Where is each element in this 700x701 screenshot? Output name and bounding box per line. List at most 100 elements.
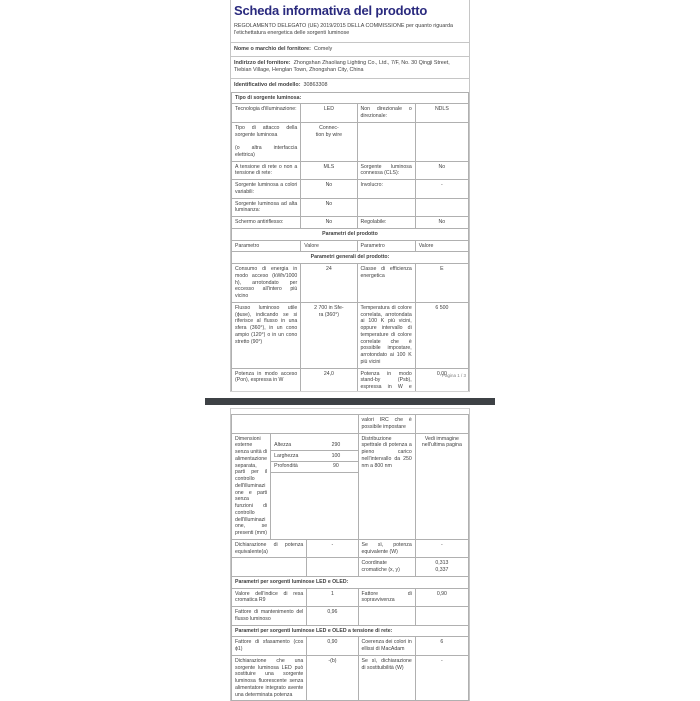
dimension-value: 290: [314, 440, 357, 450]
dimension-row: Profondità 90: [271, 461, 357, 472]
regulation-text: REGOLAMENTO DELEGATO (UE) 2019/2015 DELL…: [231, 19, 469, 42]
param-label: Fattore di sopravvivenza: [358, 588, 415, 607]
page-1: Scheda informativa del prodotto REGOLAME…: [230, 0, 470, 392]
param-label: Tipo di attacco della sorgente luminosa …: [232, 122, 301, 161]
param-value: [415, 122, 468, 161]
empty-cell: [232, 415, 359, 434]
page-separator: [205, 398, 495, 405]
param-label: Tecnologia d'illuminazione:: [232, 104, 301, 123]
param-label: Flusso luminoso utile (ϕuse), indicando …: [232, 302, 301, 368]
param-label: Involucro:: [357, 180, 415, 199]
supplier-name-value: Comely: [314, 46, 332, 52]
supplier-address-label: Indirizzo del fornitore:: [234, 60, 291, 66]
param-label: [357, 122, 415, 161]
param-value: No: [415, 161, 468, 180]
param-value: MLS: [301, 161, 357, 180]
param-value: 24: [301, 264, 357, 303]
dimensions-label: Dimensioni esterne senza unità di alimen…: [232, 433, 271, 539]
page-2: valori IRC che è possibile impostare Dim…: [230, 408, 470, 701]
param-label: Dichiarazione che una sorgente luminosa …: [232, 655, 307, 701]
param-label: Coerenza dei colori in ellissi di MacAda…: [358, 637, 415, 656]
dimension-row: Larghezza 100: [271, 451, 357, 462]
table-row: Coordinate cromatiche (x, y) 0,313 0,337: [232, 558, 469, 577]
param-value: [415, 607, 468, 626]
params-section-header: Parametri del prodotto: [232, 228, 469, 240]
table-row: Tipo di attacco della sorgente luminosa …: [232, 122, 469, 161]
param-value: -: [415, 539, 468, 558]
dimension-name: Larghezza: [271, 451, 314, 462]
dimensions-subtable-cell: Altezza 290 Larghezza 100 Profondità 90: [271, 433, 358, 539]
dimension-name: Altezza: [271, 440, 314, 450]
param-label: Classe di efficienza energetica: [357, 264, 415, 303]
param-label: Consumo di energia in modo acceso (kWh/1…: [232, 264, 301, 303]
table-row: Valore dell'indice di resa cromatica R9 …: [232, 588, 469, 607]
model-id-value: 30863308: [304, 82, 328, 88]
dimensions-row: Dimensioni esterne senza unità di alimen…: [232, 433, 469, 539]
param-label: Valore dell'indice di resa cromatica R9: [232, 588, 307, 607]
param-value: 0,313 0,337: [415, 558, 468, 577]
dimensions-subtable: Altezza 290 Larghezza 100 Profondità 90: [271, 440, 357, 472]
param-value: Vedi immagine nell'ultima pagina: [415, 433, 468, 539]
param-value: 0,00: [415, 368, 468, 392]
model-id-field: Identificativo del modello:30863308: [231, 78, 469, 92]
led-oled-section-header: Parametri per sorgenti luminose LED e OL…: [232, 576, 469, 588]
params-section-header-row: Parametri del prodotto: [232, 228, 469, 240]
general-section-header-row: Parametri generali del prodotto:: [232, 252, 469, 264]
param-value: 6: [415, 637, 468, 656]
param-label: Potenza in modo stand-by (Psb), espressa…: [357, 368, 415, 392]
supplier-name-field: Nome o marchio del fornitore:Comely: [231, 42, 469, 56]
param-value: -: [415, 655, 468, 701]
product-params-table-continued: valori IRC che è possibile impostare Dim…: [231, 414, 469, 701]
param-value: E: [415, 264, 468, 303]
param-value: -(b): [307, 655, 358, 701]
param-value: Connec- tion by wire: [301, 122, 357, 161]
product-info-table: Tipo di sorgente luminosa: Tecnologia d'…: [231, 92, 469, 392]
supplier-name-label: Nome o marchio del fornitore:: [234, 46, 311, 52]
param-value: No: [415, 217, 468, 229]
carryover-row: valori IRC che è possibile impostare: [232, 415, 469, 434]
params-column-header-row: Parametro Valore Parametro Valore: [232, 240, 469, 252]
param-label: Non direzionale o direzionale:: [357, 104, 415, 123]
param-label: [357, 198, 415, 217]
param-label: Se sì, dichiarazione di sostituibilità (…: [358, 655, 415, 701]
param-value: -: [415, 180, 468, 199]
param-value: -: [307, 539, 358, 558]
mains-section-header: Parametri per sorgenti luminose LED e OL…: [232, 625, 469, 637]
param-label: Sorgente luminosa ad alta luminanza:: [232, 198, 301, 217]
param-label: [358, 607, 415, 626]
param-label: Schermo antiriflesso:: [232, 217, 301, 229]
dimension-name: Profondità: [271, 461, 314, 472]
param-value: LED: [301, 104, 357, 123]
table-row: Consumo di energia in modo acceso (kWh/1…: [232, 264, 469, 303]
param-value: NDLS: [415, 104, 468, 123]
table-row: Dichiarazione che una sorgente luminosa …: [232, 655, 469, 701]
param-value: [415, 198, 468, 217]
param-label: Potenza in modo acceso (Pon), espressa i…: [232, 368, 301, 392]
type-section-header-row: Tipo di sorgente luminosa:: [232, 92, 469, 104]
param-value: 2 700 in Sfe- ra (360°): [301, 302, 357, 368]
param-label: Temperatura di colore correlata, arroton…: [357, 302, 415, 368]
param-value: [415, 415, 468, 434]
param-value: No: [301, 217, 357, 229]
param-value: 0,90: [307, 637, 358, 656]
page-title: Scheda informativa del prodotto: [231, 2, 469, 19]
param-label: Coordinate cromatiche (x, y): [358, 558, 415, 577]
param-label: Se sì, potenza equivalente (W): [358, 539, 415, 558]
param-label: A tensione di rete o non a tensione di r…: [232, 161, 301, 180]
general-section-header: Parametri generali del prodotto:: [232, 252, 469, 264]
table-row: Potenza in modo acceso (Pon), espressa i…: [232, 368, 469, 392]
param-value: No: [301, 198, 357, 217]
param-label: valori IRC che è possibile impostare: [358, 415, 415, 434]
column-header: Parametro: [232, 240, 301, 252]
param-label: Sorgente luminosa a colori variabili:: [232, 180, 301, 199]
table-row: Flusso luminoso utile (ϕuse), indicando …: [232, 302, 469, 368]
column-header: Valore: [301, 240, 357, 252]
param-label: Fattore di mantenimento del flusso lumin…: [232, 607, 307, 626]
supplier-address-field: Indirizzo del fornitore:Zhongshan Zhaoli…: [231, 56, 469, 77]
param-value: 0,90: [415, 588, 468, 607]
table-row: Schermo antiriflesso: No Regolabile: No: [232, 217, 469, 229]
param-value: 24,0: [301, 368, 357, 392]
type-section-header: Tipo di sorgente luminosa:: [232, 92, 469, 104]
param-label: Dichiarazione di potenza equivalente(a): [232, 539, 307, 558]
